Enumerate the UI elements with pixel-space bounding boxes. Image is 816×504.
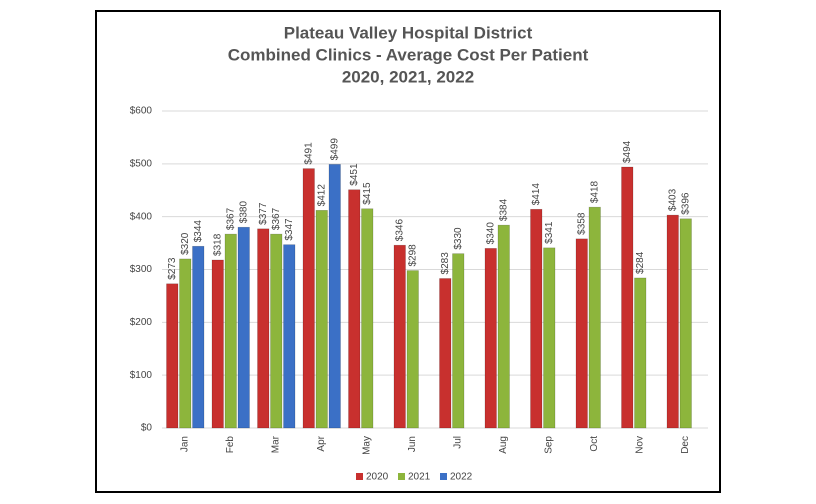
bar	[679, 218, 692, 429]
value-label: $380	[238, 201, 249, 224]
y-tick-label: $300	[130, 264, 153, 275]
y-tick-label: $0	[141, 423, 153, 434]
y-tick-label: $400	[130, 211, 153, 222]
bar	[270, 233, 283, 429]
bar	[634, 277, 647, 429]
value-label: $367	[225, 207, 236, 230]
x-tick-label: Jan	[179, 436, 190, 452]
bar	[361, 208, 374, 429]
value-label: $367	[271, 207, 282, 230]
bar	[530, 208, 543, 429]
x-tick-label: Apr	[316, 435, 327, 451]
x-tick-label: Jun	[407, 436, 418, 452]
value-label: $273	[167, 257, 178, 280]
bar	[452, 253, 465, 429]
bar	[166, 283, 179, 429]
value-label: $491	[303, 142, 314, 165]
bar	[439, 278, 452, 429]
legend-label: 2021	[408, 472, 431, 483]
value-label: $418	[589, 180, 600, 203]
value-label: $384	[498, 198, 509, 221]
chart-title: Combined Clinics - Average Cost Per Pati…	[228, 45, 589, 64]
value-label: $414	[531, 183, 542, 206]
value-label: $320	[180, 232, 191, 255]
value-label: $340	[485, 222, 496, 245]
bar	[224, 233, 237, 429]
bar	[237, 226, 250, 429]
value-label: $403	[667, 188, 678, 211]
value-label: $298	[407, 244, 418, 267]
value-label: $499	[329, 138, 340, 161]
legend-swatch	[356, 473, 363, 480]
value-label: $284	[635, 251, 646, 274]
chart-title: 2020, 2021, 2022	[342, 67, 474, 86]
bar	[283, 244, 296, 429]
legend-swatch	[440, 473, 447, 480]
value-label: $396	[680, 192, 691, 215]
y-tick-label: $500	[130, 158, 153, 169]
bar	[257, 228, 270, 429]
value-label: $358	[576, 212, 587, 235]
value-label: $494	[622, 140, 633, 163]
x-tick-label: Aug	[498, 436, 509, 454]
bar	[315, 210, 328, 429]
value-label: $341	[544, 221, 555, 244]
legend-swatch	[398, 473, 405, 480]
bar	[666, 214, 679, 429]
value-label: $330	[453, 227, 464, 250]
bar	[621, 166, 634, 429]
y-tick-label: $600	[130, 106, 153, 117]
y-tick-label: $100	[130, 370, 153, 381]
x-tick-label: Feb	[225, 436, 236, 454]
x-tick-label: Jul	[452, 436, 463, 449]
x-tick-label: May	[361, 436, 372, 455]
bar	[406, 270, 419, 429]
bar	[575, 238, 588, 429]
value-label: $451	[349, 163, 360, 186]
x-tick-label: Sep	[543, 436, 554, 454]
bar	[497, 224, 510, 429]
value-label: $412	[316, 184, 327, 207]
value-label: $283	[440, 252, 451, 275]
value-label: $347	[284, 218, 295, 241]
value-label: $344	[193, 220, 204, 243]
chart-title: Plateau Valley Hospital District	[284, 23, 533, 42]
bar	[302, 168, 315, 429]
x-tick-label: Oct	[589, 436, 600, 452]
y-tick-label: $200	[130, 317, 153, 328]
value-label: $377	[258, 202, 269, 225]
bar	[393, 244, 406, 429]
value-label: $318	[212, 233, 223, 256]
x-tick-label: Mar	[270, 435, 281, 453]
bar	[543, 247, 556, 429]
bar	[192, 245, 205, 429]
legend-label: 2020	[366, 472, 389, 483]
bar	[179, 258, 192, 429]
value-label: $415	[362, 182, 373, 205]
bar	[588, 206, 601, 429]
value-label: $346	[394, 219, 405, 242]
legend-label: 2022	[450, 472, 473, 483]
bar	[211, 259, 224, 429]
bar	[348, 189, 361, 429]
bar	[328, 164, 341, 429]
x-tick-label: Nov	[634, 436, 645, 454]
x-tick-label: Dec	[680, 436, 691, 454]
bar	[484, 248, 497, 429]
